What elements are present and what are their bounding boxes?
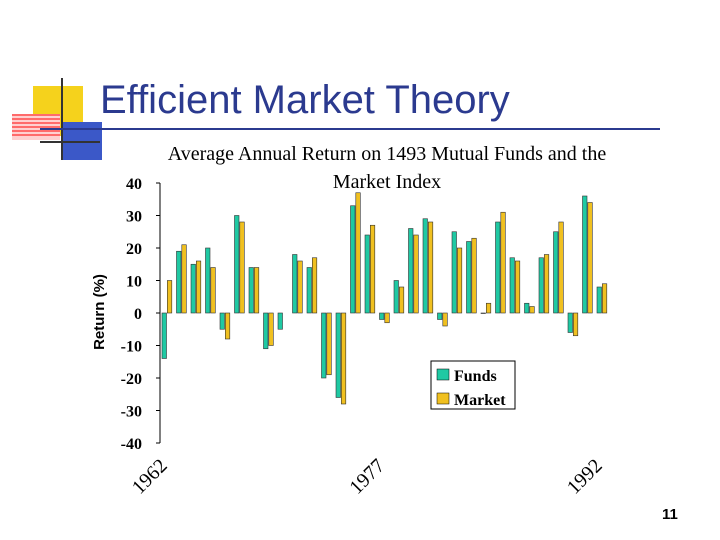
- bar-market-1991: [587, 202, 593, 314]
- bar-market-1986: [514, 260, 521, 314]
- bar-funds-1967: [234, 215, 240, 314]
- bar-funds-1987: [524, 302, 530, 314]
- bar-market-1980: [427, 221, 434, 314]
- decor-vertical-line: [61, 78, 63, 160]
- bar-market-1971: [297, 260, 303, 314]
- bar-market-1976: [369, 224, 376, 314]
- bar-market-1966: [225, 312, 231, 340]
- bar-funds-1982: [451, 231, 457, 314]
- y-tick-label: 0: [134, 306, 142, 323]
- legend-swatch-market: [436, 392, 450, 405]
- bar-funds-1966: [219, 312, 225, 330]
- bar-market-1964: [196, 260, 202, 314]
- bar-funds-1972: [306, 267, 312, 314]
- bar-funds-1980: [422, 218, 428, 314]
- bar-market-1989: [558, 221, 564, 314]
- x-tick-label: 1977: [345, 455, 389, 499]
- y-tick-label: -20: [121, 371, 142, 388]
- bar-market-1978: [398, 286, 405, 314]
- bar-funds-1983: [466, 241, 472, 314]
- bar-funds-1986: [509, 257, 515, 314]
- x-tick-label: 1992: [563, 455, 607, 499]
- bar-funds-1962: [161, 312, 167, 359]
- bar-market-1979: [413, 234, 419, 314]
- bar-funds-1992: [596, 286, 602, 314]
- x-ticks: 1962 1977 1992: [128, 455, 607, 499]
- bar-funds-1984: [480, 312, 486, 314]
- bar-funds-1985: [495, 221, 501, 314]
- chart-title-line-2: Market Index: [333, 171, 441, 193]
- bar-market-1982: [456, 247, 463, 314]
- bar-funds-1974: [335, 312, 341, 398]
- bar-funds-1964: [190, 263, 196, 314]
- page-number: 11: [662, 506, 678, 523]
- bars: [161, 192, 608, 405]
- bar-market-1990: [572, 312, 579, 337]
- bar-funds-1968: [248, 267, 254, 314]
- bar-market-1987: [529, 306, 535, 314]
- bar-market-1975: [355, 192, 361, 314]
- bar-market-1962: [167, 280, 173, 314]
- title-underline: [40, 128, 660, 130]
- y-tick-label: 40: [126, 176, 142, 193]
- y-tick-label: 10: [126, 274, 142, 291]
- bar-funds-1988: [538, 257, 544, 314]
- y-ticks: 40 30 20 10 0 -10 -20 -30 -40: [121, 176, 160, 453]
- y-tick-label: 30: [126, 209, 142, 226]
- legend-label-market: Market: [454, 392, 506, 409]
- bar-market-1972: [311, 257, 318, 314]
- bar-funds-1978: [393, 280, 399, 314]
- y-tick-label: -10: [121, 339, 142, 356]
- bar-market-1992: [601, 283, 608, 314]
- bar-funds-1976: [364, 234, 370, 314]
- bar-market-1967: [239, 221, 245, 314]
- legend-swatch-funds: [436, 368, 450, 381]
- bar-funds-1965: [205, 247, 211, 314]
- bar-market-1963: [181, 244, 187, 314]
- legend-label-funds: Funds: [454, 368, 497, 385]
- bar-funds-1979: [408, 228, 414, 314]
- decor-square-pink: [12, 114, 60, 140]
- bar-funds-1989: [553, 231, 559, 314]
- chart-title-line-1: Average Annual Return on 1493 Mutual Fun…: [168, 143, 607, 165]
- y-tick-label: 20: [126, 241, 142, 258]
- bar-market-1985: [500, 211, 506, 314]
- bar-market-1968: [254, 267, 260, 314]
- bar-funds-1963: [176, 250, 182, 314]
- y-axis-label: Return (%): [91, 274, 108, 350]
- bar-market-1969: [268, 312, 274, 346]
- bar-funds-1975: [350, 205, 356, 314]
- bar-market-1988: [543, 254, 550, 314]
- bar-funds-1981: [437, 312, 443, 320]
- bar-funds-1969: [263, 312, 269, 350]
- bar-market-1984: [485, 302, 492, 314]
- bar-funds-1973: [321, 312, 327, 379]
- bar-market-1981: [442, 312, 448, 327]
- decor-horizontal-line: [40, 141, 100, 143]
- bar-funds-1990: [567, 312, 573, 333]
- bar-funds-1977: [379, 312, 385, 320]
- y-tick-label: -30: [121, 404, 142, 421]
- slide-title: Efficient Market Theory: [100, 78, 510, 122]
- bar-funds-1971: [292, 254, 298, 314]
- x-tick-label: 1962: [128, 455, 172, 499]
- bar-market-1977: [384, 312, 390, 324]
- bar-market-1983: [471, 237, 477, 314]
- bar-market-1965: [210, 267, 216, 314]
- bar-market-1973: [326, 312, 332, 376]
- y-tick-label: -40: [121, 436, 142, 453]
- legend: Funds Market: [430, 360, 516, 410]
- bar-funds-1970: [277, 312, 283, 330]
- bar-market-1974: [340, 312, 347, 405]
- bar-funds-1991: [582, 195, 588, 314]
